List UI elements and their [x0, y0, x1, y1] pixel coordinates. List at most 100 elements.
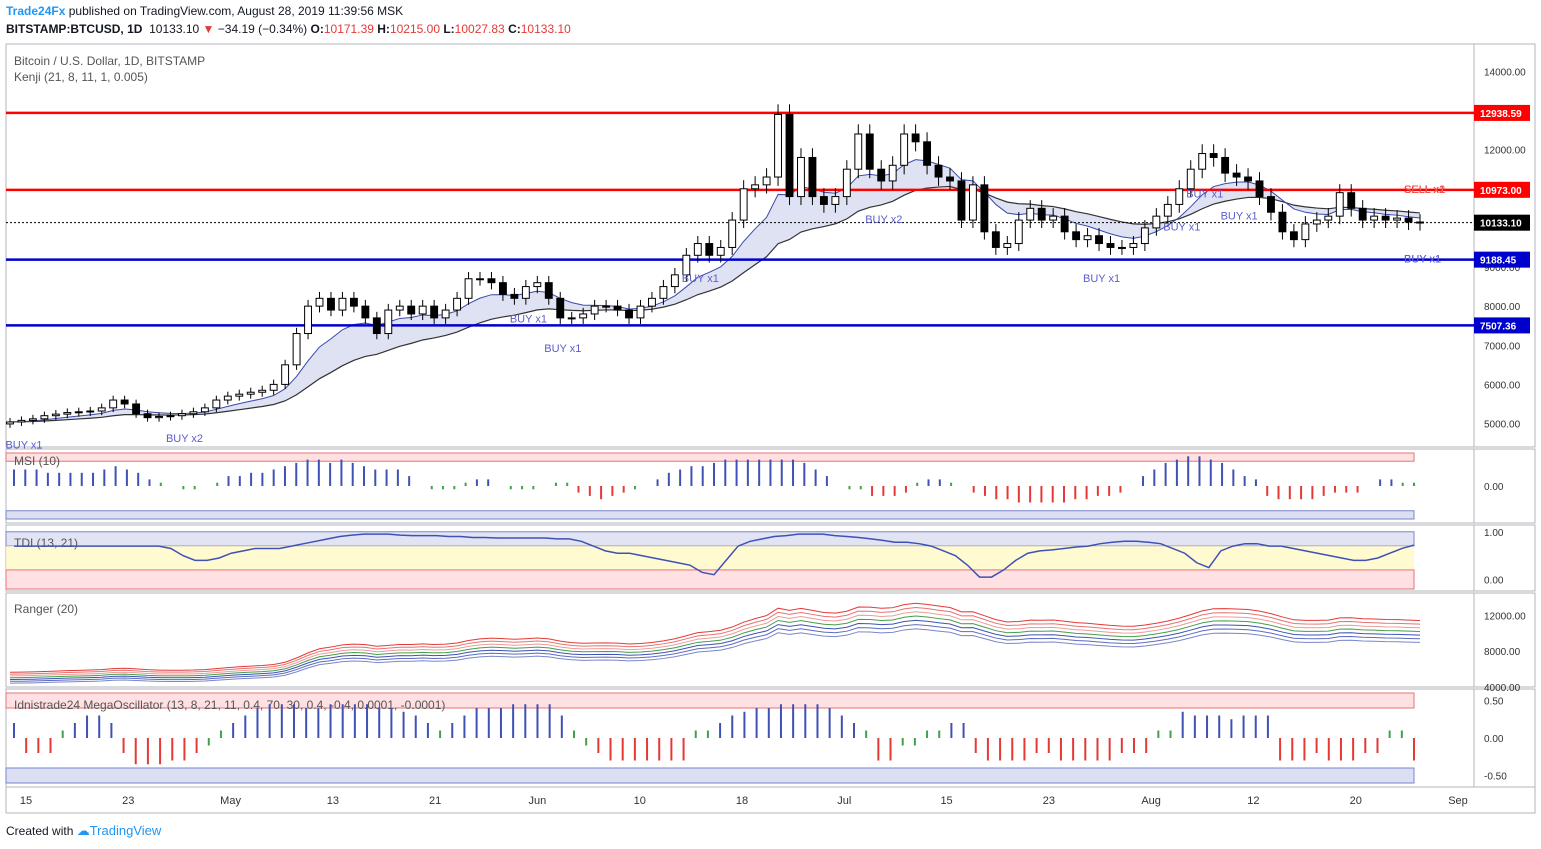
candle-body: [1095, 235, 1103, 245]
candle-body: [349, 297, 358, 307]
candle-body: [327, 297, 335, 311]
candle-body: [315, 297, 324, 307]
candle-body: [854, 133, 863, 170]
candle-body: [1163, 203, 1172, 217]
buy-signal-label: BUY x1: [5, 439, 42, 451]
low-value: 10027.83: [454, 22, 505, 36]
x-tick-label: Sep: [1448, 795, 1468, 807]
publish-header: Trade24Fx published on TradingView.com, …: [6, 4, 403, 18]
sell-signal-label: SELL x1: [1404, 184, 1445, 196]
sell-signal-label: SELL x1: [1404, 184, 1445, 196]
open-label: O:: [310, 22, 324, 36]
candle-body: [1416, 221, 1424, 224]
candle-body: [1060, 215, 1069, 233]
candle-body: [705, 243, 714, 256]
x-tick-label: Jun: [529, 795, 547, 807]
level-label: 10973.00: [1480, 186, 1522, 197]
candle-body: [521, 286, 530, 299]
candle-body: [430, 305, 439, 319]
x-tick-label: 15: [940, 795, 952, 807]
created-with-label: Created with: [6, 824, 74, 838]
candle-body: [579, 313, 588, 319]
ranger-band-line: [9, 624, 1421, 682]
tdi-middle-band: [6, 546, 1414, 570]
ohlc-header: BITSTAMP:BTCUSD, 1D 10133.10 ▼ −34.19 (−…: [6, 22, 571, 36]
pane-frame: [5, 43, 1536, 448]
high-value: 10215.00: [389, 22, 440, 36]
candle-body: [166, 415, 175, 418]
slow-ma-line: [9, 185, 1421, 423]
candle-body: [682, 254, 691, 276]
candle-body: [556, 297, 565, 319]
level-label: 7507.36: [1480, 321, 1517, 332]
x-tick-label: May: [220, 795, 241, 807]
buy-signal-label: BUY x1: [544, 343, 581, 355]
candle-body: [246, 391, 255, 395]
tradingview-logo-icon[interactable]: ☁: [76, 823, 90, 838]
level-tag: [1474, 104, 1530, 121]
candle-body: [17, 419, 26, 423]
candle-body: [441, 309, 450, 319]
y-tick-label: 9000.00: [1484, 263, 1521, 274]
footer: Created with ☁TradingView: [6, 823, 161, 839]
candle-body: [1335, 192, 1344, 217]
candle-body: [281, 364, 290, 385]
candle-body: [464, 278, 473, 299]
candle-body: [1347, 192, 1356, 209]
msi-overbought-band: [5, 452, 1415, 462]
symbol-label: BITSTAMP:BTCUSD, 1D: [6, 22, 143, 36]
candle-body: [1083, 235, 1092, 241]
candle-body: [819, 196, 828, 205]
level-label: 10133.10: [1480, 219, 1522, 230]
close-label: C:: [508, 22, 521, 36]
candle-body: [1186, 168, 1195, 190]
candle-body: [510, 293, 519, 299]
candle-body: [934, 164, 943, 178]
candle-body: [831, 196, 840, 205]
buy-signal-label: BUY x1: [1186, 188, 1223, 200]
candle-body: [739, 188, 748, 221]
y-tick-label: 7000.00: [1484, 341, 1521, 352]
candle-body: [728, 219, 737, 248]
candle-body: [1232, 172, 1241, 178]
tdi-y-tick: 1.00: [1484, 528, 1504, 539]
candle-body: [109, 399, 118, 409]
time-axis-frame: [5, 786, 1536, 814]
high-label: H:: [377, 22, 390, 36]
brand-name[interactable]: Trade24Fx: [6, 4, 66, 18]
candle-body: [900, 133, 909, 166]
candle-body: [235, 393, 244, 397]
candle-body: [567, 317, 576, 320]
buy-signal-label: BUY x1: [1404, 253, 1441, 265]
level-tag: [1474, 251, 1530, 268]
buy-signal-label: BUY x1: [510, 314, 547, 326]
ranger-band-line: [9, 611, 1421, 677]
published-info: published on TradingView.com, August 28,…: [68, 4, 404, 18]
candle-body: [946, 176, 954, 182]
candle-body: [1003, 243, 1012, 248]
mega-upper-band: [5, 692, 1415, 709]
close-value: 10133.10: [520, 22, 571, 36]
candle-body: [395, 305, 404, 311]
candle-body: [1312, 219, 1321, 225]
x-tick-label: 21: [429, 795, 441, 807]
candle-body: [991, 231, 1000, 248]
y-tick-label: 12000.00: [1484, 146, 1526, 157]
candle-body: [63, 412, 72, 415]
x-tick-label: 13: [327, 795, 339, 807]
buy-signal-label: BUY x1: [682, 273, 719, 285]
open-value: 10171.39: [323, 22, 374, 36]
candle-body: [40, 415, 49, 420]
candle-body: [865, 133, 874, 170]
mega-y-tick: 0.50: [1484, 697, 1504, 708]
candle-body: [1118, 246, 1126, 249]
candle-body: [189, 411, 198, 415]
level-label: 9188.45: [1480, 256, 1517, 267]
candle-body: [132, 403, 141, 415]
candle-body: [372, 317, 381, 335]
mega-lower-band: [5, 767, 1415, 784]
tradingview-logo-text[interactable]: TradingView: [89, 823, 162, 838]
buy-signal-label: BUY x1: [1163, 222, 1200, 234]
candle-body: [1106, 243, 1115, 248]
